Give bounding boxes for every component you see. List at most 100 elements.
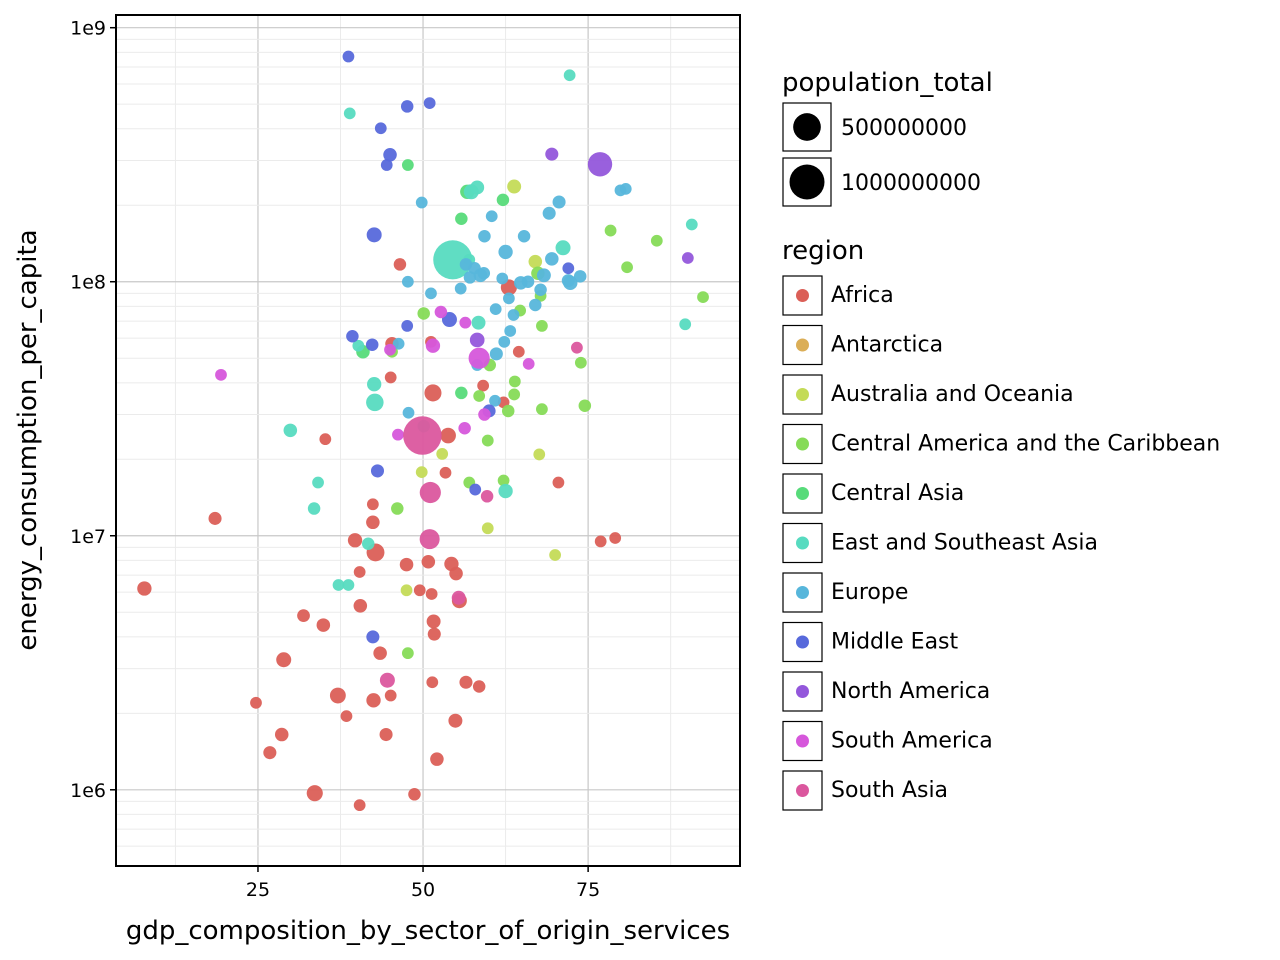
color-legend-label: Middle East — [831, 630, 959, 655]
data-point-africa — [306, 785, 323, 802]
data-point-africa — [384, 689, 397, 702]
color-legend-symbol — [796, 586, 809, 599]
data-point-africa — [274, 727, 289, 742]
data-point-south-asia — [480, 490, 494, 503]
data-point-europe — [619, 183, 632, 195]
data-point-central-america-and-the-caribbean — [650, 234, 663, 247]
data-point-north-america — [681, 252, 694, 264]
color-legend-symbol — [796, 685, 809, 698]
data-point-east-and-southeast-asia — [283, 423, 298, 438]
data-point-central-america-and-the-caribbean — [391, 502, 404, 515]
data-point-central-america-and-the-caribbean — [621, 261, 633, 274]
data-point-europe — [521, 275, 535, 288]
data-point-south-america — [392, 428, 404, 441]
data-point-central-america-and-the-caribbean — [508, 375, 521, 388]
color-legend-symbol — [796, 487, 809, 500]
data-point-europe — [489, 347, 503, 361]
x-tick-label: 50 — [411, 879, 435, 901]
x-axis-ticks: 25 50 75 — [246, 866, 600, 901]
data-point-africa — [426, 614, 441, 629]
data-point-east-and-southeast-asia — [352, 339, 365, 352]
data-point-europe — [573, 270, 587, 283]
data-point-africa — [430, 752, 444, 766]
data-point-europe — [507, 309, 520, 321]
data-point-africa — [366, 515, 380, 530]
data-point-middle-east — [370, 464, 385, 478]
color-legend-symbol — [796, 734, 809, 748]
y-tick-label: 1e8 — [70, 272, 106, 294]
data-point-europe — [517, 230, 531, 243]
data-point-australia-and-oceania — [400, 584, 413, 597]
data-point-europe — [489, 303, 502, 316]
data-point-south-america — [384, 343, 396, 356]
data-point-africa — [512, 345, 525, 358]
y-axis-title: energy_consumption_per_capita — [13, 229, 43, 650]
data-point-north-america — [545, 147, 559, 161]
data-point-east-and-southeast-asia — [312, 476, 324, 489]
data-point-east-and-southeast-asia — [563, 69, 576, 82]
data-point-europe — [477, 266, 491, 280]
data-point-south-america — [215, 368, 227, 381]
color-legend-key — [782, 572, 823, 613]
data-point-middle-east — [400, 100, 414, 113]
data-point-central-asia — [401, 159, 414, 171]
data-point-middle-east — [562, 262, 575, 275]
color-legend: region Africa Antarctica Australia and Oce… — [782, 236, 1220, 811]
data-point-middle-east — [365, 338, 379, 351]
data-point-central-america-and-the-caribbean — [497, 474, 510, 487]
data-point-south-asia — [379, 672, 395, 688]
x-axis-title: gdp_composition_by_sector_of_origin_serv… — [126, 916, 730, 946]
data-point-europe — [496, 272, 509, 285]
data-point-africa — [373, 646, 387, 660]
data-point-africa — [263, 746, 277, 760]
data-point-south-asia — [403, 416, 442, 455]
data-points — [137, 50, 709, 812]
data-point-europe — [536, 268, 551, 283]
color-legend-title: region — [782, 236, 864, 266]
color-legend-label: East and Southeast Asia — [831, 531, 1098, 556]
data-point-africa — [366, 693, 381, 708]
data-point-europe — [425, 287, 437, 300]
plot-frame — [115, 14, 741, 867]
color-legend-symbol — [796, 338, 809, 352]
data-point-europe — [478, 230, 491, 243]
data-point-middle-east — [383, 148, 397, 162]
data-point-south-america — [434, 305, 448, 319]
data-point-central-america-and-the-caribbean — [473, 390, 486, 402]
data-point-europe — [563, 275, 578, 291]
data-point-africa — [329, 687, 346, 704]
data-point-central-america-and-the-caribbean — [697, 291, 709, 303]
size-legend-symbol — [789, 164, 825, 200]
color-legend-label: Central America and the Caribbean — [831, 432, 1220, 457]
data-point-africa — [250, 696, 262, 709]
data-point-south-asia — [451, 590, 466, 605]
data-point-east-and-southeast-asia — [498, 483, 513, 499]
x-tick-label: 25 — [246, 879, 270, 901]
data-point-central-america-and-the-caribbean — [536, 320, 548, 332]
data-point-middle-east — [423, 97, 436, 109]
data-point-europe — [503, 292, 515, 305]
data-point-central-america-and-the-caribbean — [417, 307, 430, 320]
color-legend-symbol — [796, 289, 809, 302]
data-point-africa — [353, 799, 366, 812]
data-point-africa — [448, 713, 463, 728]
data-point-africa — [609, 532, 622, 544]
data-point-europe — [498, 244, 513, 260]
data-point-central-asia — [455, 212, 468, 225]
data-point-south-asia — [571, 341, 583, 354]
data-point-central-america-and-the-caribbean — [536, 403, 548, 416]
color-legend-label: Africa — [831, 283, 894, 308]
data-point-europe — [489, 394, 501, 407]
data-point-east-and-southeast-asia — [471, 315, 486, 330]
data-point-middle-east — [374, 122, 387, 135]
data-point-east-and-southeast-asia — [555, 240, 571, 256]
data-point-africa — [594, 535, 607, 548]
data-point-australia-and-oceania — [481, 522, 494, 535]
data-point-south-america — [458, 421, 471, 435]
data-point-middle-east — [346, 330, 359, 343]
color-legend-label: Europe — [831, 580, 908, 605]
data-point-africa — [552, 476, 565, 489]
color-legend-label: North America — [831, 679, 990, 704]
data-point-east-and-southeast-asia — [366, 393, 384, 412]
data-point-europe — [392, 337, 405, 350]
